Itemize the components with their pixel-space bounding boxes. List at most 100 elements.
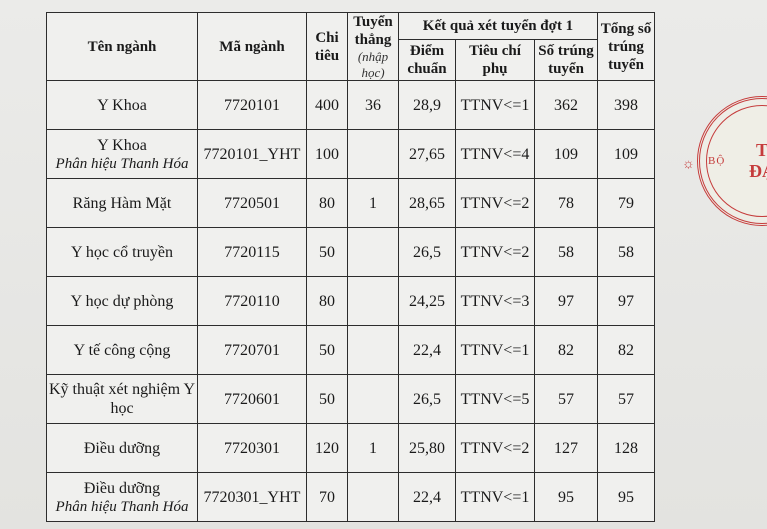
- cell-stt: 58: [535, 228, 598, 277]
- cell-tong: 398: [598, 81, 655, 130]
- cell-ten-sub: Phân hiệu Thanh Hóa: [47, 498, 197, 516]
- cell-tt: [348, 277, 399, 326]
- stamp-text: BỘ T ĐẠ: [749, 140, 767, 182]
- red-stamp: ☼ BỘ T ĐẠ: [697, 96, 767, 226]
- table-row: Y tế công cộng77207015022,4TTNV<=18282: [47, 326, 655, 375]
- cell-tt: [348, 375, 399, 424]
- cell-ma: 7720110: [198, 277, 307, 326]
- cell-tong: 57: [598, 375, 655, 424]
- page-root: Tên ngành Mã ngành Chi tiêu Tuyển thẳng …: [0, 0, 767, 529]
- cell-tt: [348, 130, 399, 179]
- cell-ten-main: Điều dưỡng: [84, 440, 160, 457]
- cell-tong: 82: [598, 326, 655, 375]
- col-group: Kết quả xét tuyển đợt 1: [399, 13, 598, 40]
- cell-stt: 109: [535, 130, 598, 179]
- cell-chi: 80: [307, 277, 348, 326]
- cell-ten-main: Y học cổ truyền: [71, 244, 173, 261]
- stamp-side: BỘ: [708, 155, 725, 167]
- cell-chi: 80: [307, 179, 348, 228]
- cell-ma: 7720115: [198, 228, 307, 277]
- cell-chi: 100: [307, 130, 348, 179]
- cell-diem: 25,80: [399, 424, 456, 473]
- cell-ten-main: Y Khoa: [97, 97, 147, 114]
- cell-diem: 28,65: [399, 179, 456, 228]
- cell-tong: 58: [598, 228, 655, 277]
- cell-ma: 7720701: [198, 326, 307, 375]
- col-tong: Tổng số trúng tuyển: [598, 13, 655, 81]
- cell-stt: 97: [535, 277, 598, 326]
- col-tcp: Tiêu chí phụ: [456, 39, 535, 80]
- cell-diem: 22,4: [399, 326, 456, 375]
- cell-stt: 82: [535, 326, 598, 375]
- table-header: Tên ngành Mã ngành Chi tiêu Tuyển thẳng …: [47, 13, 655, 81]
- cell-tong: 95: [598, 473, 655, 522]
- cell-ten: Điều dưỡngPhân hiệu Thanh Hóa: [47, 473, 198, 522]
- cell-ten: Y học cổ truyền: [47, 228, 198, 277]
- cell-chi: 70: [307, 473, 348, 522]
- cell-diem: 26,5: [399, 228, 456, 277]
- cell-chi: 50: [307, 228, 348, 277]
- cell-tong: 109: [598, 130, 655, 179]
- cell-tt: [348, 473, 399, 522]
- col-tuyenthang: Tuyển thẳng (nhập học): [348, 13, 399, 81]
- cell-ten: Kỹ thuật xét nghiệm Y học: [47, 375, 198, 424]
- table-row: Điều dưỡngPhân hiệu Thanh Hóa7720301_YHT…: [47, 473, 655, 522]
- cell-chi: 120: [307, 424, 348, 473]
- col-diem: Điểm chuẩn: [399, 39, 456, 80]
- cell-stt: 95: [535, 473, 598, 522]
- cell-ma: 7720101_YHT: [198, 130, 307, 179]
- cell-diem: 28,9: [399, 81, 456, 130]
- cell-ten: Y KhoaPhân hiệu Thanh Hóa: [47, 130, 198, 179]
- cell-tcp: TTNV<=1: [456, 326, 535, 375]
- stamp-line1: T: [749, 140, 767, 161]
- cell-ten-main: Kỹ thuật xét nghiệm Y học: [49, 381, 195, 417]
- table-row: Răng Hàm Mặt772050180128,65TTNV<=27879: [47, 179, 655, 228]
- col-tuyenthang-label: Tuyển thẳng: [353, 14, 392, 48]
- cell-diem: 26,5: [399, 375, 456, 424]
- cell-tcp: TTNV<=2: [456, 424, 535, 473]
- cell-stt: 127: [535, 424, 598, 473]
- cell-tt: 36: [348, 81, 399, 130]
- cell-ten: Y học dự phòng: [47, 277, 198, 326]
- cell-ma: 7720301: [198, 424, 307, 473]
- col-tuyenthang-sub: (nhập học): [348, 49, 398, 80]
- cell-ma: 7720601: [198, 375, 307, 424]
- cell-tong: 79: [598, 179, 655, 228]
- cell-tcp: TTNV<=4: [456, 130, 535, 179]
- table-body: Y Khoa77201014003628,9TTNV<=1362398Y Kho…: [47, 81, 655, 522]
- cell-tcp: TTNV<=5: [456, 375, 535, 424]
- col-ten: Tên ngành: [47, 13, 198, 81]
- cell-tt: 1: [348, 179, 399, 228]
- cell-tt: [348, 228, 399, 277]
- cell-ten: Y Khoa: [47, 81, 198, 130]
- cell-tt: [348, 326, 399, 375]
- cell-diem: 22,4: [399, 473, 456, 522]
- cell-ten-main: Điều dưỡng: [84, 480, 160, 497]
- cell-tcp: TTNV<=3: [456, 277, 535, 326]
- cell-diem: 27,65: [399, 130, 456, 179]
- cell-chi: 50: [307, 326, 348, 375]
- cell-stt: 362: [535, 81, 598, 130]
- cell-tcp: TTNV<=2: [456, 179, 535, 228]
- cell-ten: Điều dưỡng: [47, 424, 198, 473]
- cell-chi: 50: [307, 375, 348, 424]
- stamp-dot-icon: ☼: [682, 157, 692, 167]
- cell-stt: 78: [535, 179, 598, 228]
- col-chi: Chi tiêu: [307, 13, 348, 81]
- cell-tcp: TTNV<=1: [456, 473, 535, 522]
- col-ma: Mã ngành: [198, 13, 307, 81]
- cell-tong: 97: [598, 277, 655, 326]
- cell-stt: 57: [535, 375, 598, 424]
- cell-ten-main: Răng Hàm Mặt: [73, 195, 172, 212]
- cell-chi: 400: [307, 81, 348, 130]
- cell-tt: 1: [348, 424, 399, 473]
- cell-tong: 128: [598, 424, 655, 473]
- cell-diem: 24,25: [399, 277, 456, 326]
- table-row: Kỹ thuật xét nghiệm Y học772060150 26,5TT…: [47, 375, 655, 424]
- cell-ma: 7720301_YHT: [198, 473, 307, 522]
- table-row: Y KhoaPhân hiệu Thanh Hóa7720101_YHT100 2…: [47, 130, 655, 179]
- cell-ten-sub: Phân hiệu Thanh Hóa: [47, 155, 197, 173]
- table-row: Y học dự phòng77201108024,25TTNV<=39797: [47, 277, 655, 326]
- col-stt: Số trúng tuyển: [535, 39, 598, 80]
- stamp-line2: ĐẠ: [749, 161, 767, 182]
